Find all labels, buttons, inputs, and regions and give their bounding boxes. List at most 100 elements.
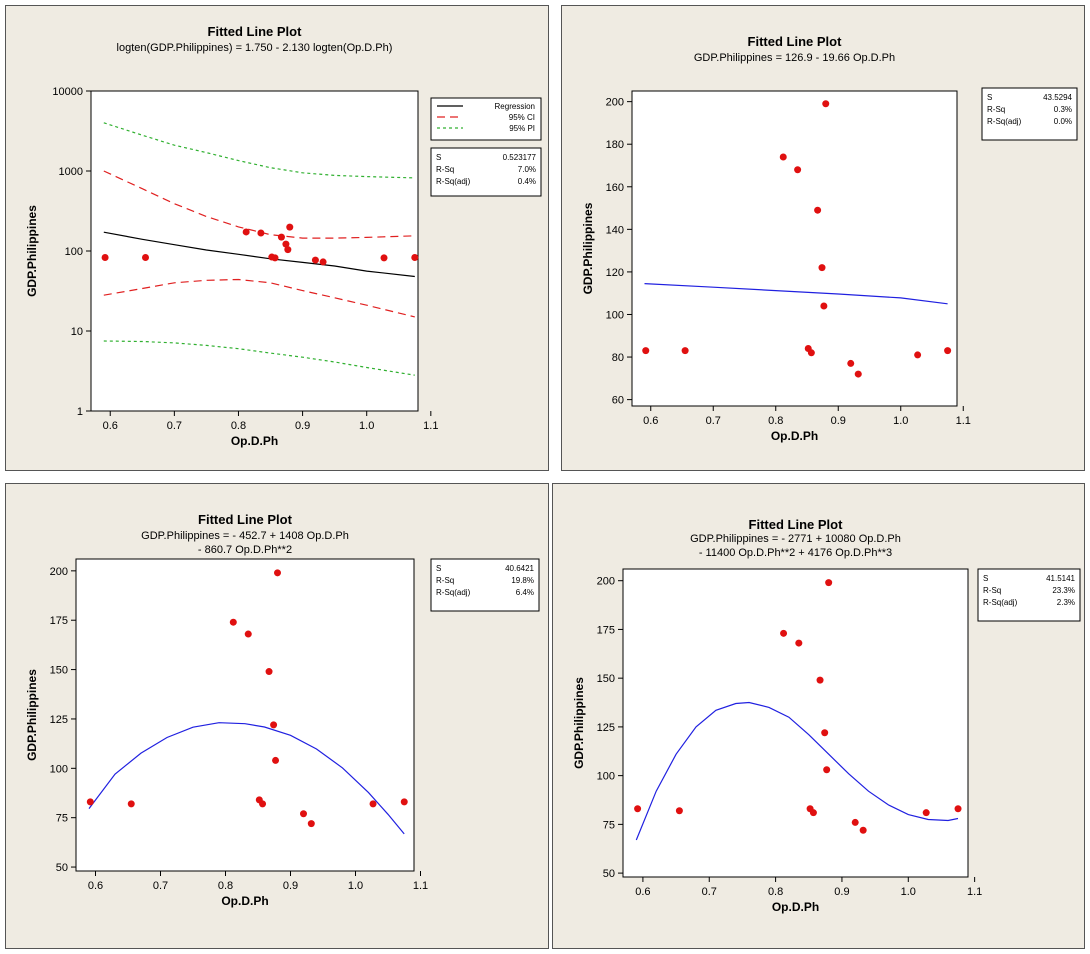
- regression-equation: GDP.Philippines = - 2771 + 10080 Op.D.Ph: [690, 533, 901, 545]
- ci-band-line: [103, 170, 415, 239]
- stat-name: R-Sq: [436, 576, 454, 585]
- data-point: [675, 807, 683, 815]
- x-tick-label: 1.1: [967, 886, 982, 898]
- data-point: [851, 818, 859, 826]
- regression-equation: GDP.Philippines = - 452.7 + 1408 Op.D.Ph: [141, 530, 349, 542]
- y-tick-label: 100: [597, 771, 615, 783]
- plot-area: [75, 558, 415, 872]
- data-point: [270, 721, 278, 729]
- stat-value: 0.4%: [518, 177, 536, 186]
- y-tick-label: 1: [77, 406, 83, 418]
- data-point: [286, 223, 294, 231]
- y-tick-label: 100: [65, 246, 83, 258]
- fitted-line-plot-cubic: Fitted Line Plot GDP.Philippines = - 2771…: [552, 483, 1085, 949]
- stats-box: [977, 568, 1081, 622]
- y-tick-label: 125: [50, 714, 68, 726]
- data-point: [265, 668, 273, 676]
- data-point: [634, 805, 642, 813]
- x-tick-label: 0.7: [706, 415, 721, 427]
- stat-value: 7.0%: [518, 165, 536, 174]
- x-tick-label: 0.8: [768, 886, 783, 898]
- y-tick-label: 150: [50, 665, 68, 677]
- data-point: [847, 359, 855, 367]
- stat-value: 43.5294: [1043, 93, 1072, 102]
- y-axis-label: GDP.Philippines: [25, 205, 39, 297]
- stat-value: 19.8%: [511, 576, 534, 585]
- data-point: [284, 246, 292, 254]
- stats-box: [981, 87, 1078, 141]
- y-axis-label: GDP.Philippines: [581, 202, 595, 294]
- stats-box: [430, 558, 540, 612]
- stat-name: R-Sq(adj): [436, 588, 471, 597]
- ci-band-line: [103, 278, 415, 318]
- fitted-curve: [88, 722, 405, 835]
- y-tick-label: 60: [612, 395, 624, 407]
- plot-area: [631, 90, 958, 407]
- data-point: [307, 820, 315, 828]
- legend-entry: 95% PI: [509, 124, 535, 133]
- x-tick-label: 0.6: [88, 880, 103, 892]
- x-tick-label: 0.7: [702, 886, 717, 898]
- y-tick-label: 125: [597, 722, 615, 734]
- data-point: [854, 370, 862, 378]
- data-point: [380, 254, 388, 262]
- fitted-curve: [644, 283, 948, 305]
- x-tick-label: 0.9: [831, 415, 846, 427]
- stat-name: R-Sq: [987, 105, 1005, 114]
- y-tick-label: 200: [606, 97, 624, 109]
- data-point: [807, 349, 815, 357]
- pi-band-line: [103, 122, 415, 179]
- fitted-line-plot-linear: Fitted Line Plot GDP.Philippines = 126.9 …: [561, 5, 1085, 471]
- x-tick-label: 0.9: [283, 880, 298, 892]
- data-point: [274, 569, 281, 577]
- data-point: [319, 258, 327, 266]
- x-tick-label: 1.0: [893, 415, 908, 427]
- stat-name: S: [983, 574, 988, 583]
- data-point: [795, 639, 803, 647]
- data-point: [818, 264, 826, 272]
- data-point: [311, 256, 319, 264]
- x-axis-label: Op.D.Ph: [231, 434, 278, 448]
- regression-equation: logten(GDP.Philippines) = 1.750 - 2.130 …: [117, 42, 393, 54]
- data-point: [794, 166, 802, 174]
- x-axis-label: Op.D.Ph: [221, 894, 268, 908]
- stat-name: R-Sq(adj): [983, 598, 1018, 607]
- stat-value: 6.4%: [516, 588, 534, 597]
- x-tick-label: 1.1: [413, 880, 428, 892]
- stat-name: S: [987, 93, 992, 102]
- data-point: [914, 351, 922, 359]
- y-axis-label: GDP.Philippines: [572, 677, 586, 769]
- y-axis-label: GDP.Philippines: [25, 669, 39, 761]
- data-point: [411, 253, 419, 261]
- y-tick-label: 200: [597, 576, 615, 588]
- chart-svg: Fitted Line Plot GDP.Philippines = - 452.…: [25, 512, 540, 908]
- chart-svg: Fitted Line Plot GDP.Philippines = 126.9 …: [581, 34, 1078, 443]
- y-tick-label: 80: [612, 352, 624, 364]
- y-tick-label: 100: [50, 763, 68, 775]
- regression-line: [103, 231, 415, 278]
- data-point: [779, 153, 787, 161]
- data-point: [101, 253, 109, 261]
- x-tick-label: 1.1: [956, 415, 971, 427]
- chart-title: Fitted Line Plot: [208, 24, 303, 39]
- data-point: [954, 805, 962, 813]
- x-tick-label: 0.7: [153, 880, 168, 892]
- y-tick-label: 50: [603, 868, 615, 880]
- data-point: [822, 100, 830, 108]
- data-point: [814, 206, 822, 214]
- y-tick-label: 200: [50, 566, 68, 578]
- x-tick-label: 0.8: [231, 420, 246, 432]
- stat-name: S: [436, 564, 441, 573]
- data-point: [823, 766, 831, 774]
- data-point: [681, 347, 689, 355]
- data-point: [86, 798, 94, 806]
- data-point: [821, 729, 829, 737]
- x-tick-label: 0.8: [218, 880, 233, 892]
- y-tick-label: 1000: [59, 166, 83, 178]
- stat-name: R-Sq(adj): [436, 177, 471, 186]
- x-tick-label: 1.0: [901, 886, 916, 898]
- y-tick-label: 10: [71, 326, 83, 338]
- data-point: [944, 347, 952, 355]
- y-tick-label: 100: [606, 309, 624, 321]
- data-point: [277, 233, 285, 241]
